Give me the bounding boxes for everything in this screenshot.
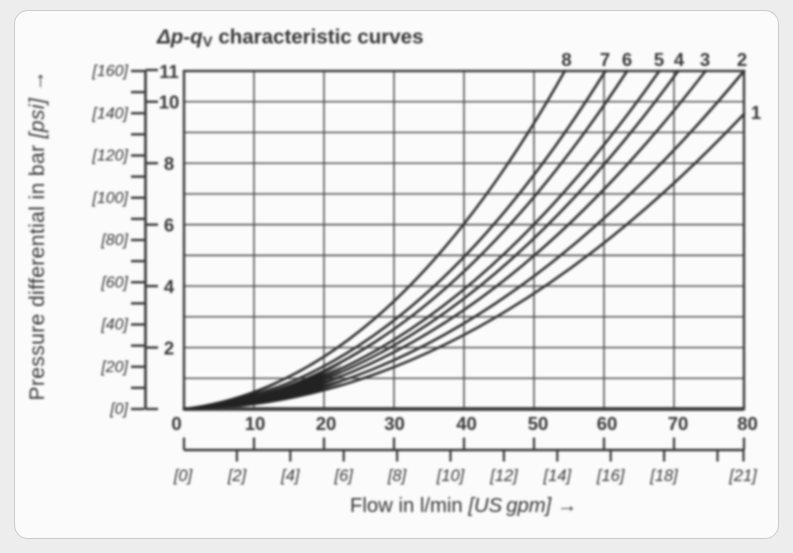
svg-text:Flow in l/min [US gpm] →: Flow in l/min [US gpm] → [350, 495, 577, 517]
svg-text:50: 50 [528, 413, 549, 434]
svg-text:[80]: [80] [100, 232, 128, 249]
svg-text:[120]: [120] [91, 148, 128, 165]
svg-text:[10]: [10] [436, 467, 465, 485]
svg-text:[8]: [8] [387, 467, 407, 485]
svg-text:[20]: [20] [100, 359, 128, 376]
svg-text:[4]: [4] [280, 467, 300, 485]
svg-text:Pressure differential in bar [: Pressure differential in bar [psi] → [26, 70, 49, 400]
svg-text:[0]: [0] [109, 401, 128, 418]
svg-text:[16]: [16] [596, 467, 625, 485]
svg-text:20: 20 [316, 413, 337, 434]
svg-text:4: 4 [164, 276, 175, 297]
svg-text:[100]: [100] [91, 190, 128, 207]
svg-text:[40]: [40] [100, 317, 128, 334]
svg-text:30: 30 [384, 413, 405, 434]
svg-text:1: 1 [751, 102, 761, 123]
svg-text:60: 60 [597, 413, 618, 434]
svg-text:7: 7 [600, 49, 610, 70]
svg-text:5: 5 [654, 49, 664, 70]
svg-text:0: 0 [171, 413, 181, 434]
svg-text:4: 4 [674, 49, 685, 70]
svg-text:[18]: [18] [649, 467, 678, 485]
svg-text:[160]: [160] [91, 63, 128, 80]
svg-text:Δp-qV characteristic curves: Δp-qV characteristic curves [156, 26, 423, 51]
svg-text:[0]: [0] [173, 467, 193, 485]
svg-text:8: 8 [164, 153, 174, 174]
svg-text:10: 10 [245, 413, 266, 434]
svg-text:10: 10 [159, 92, 180, 113]
svg-text:[60]: [60] [100, 274, 128, 291]
svg-text:3: 3 [700, 49, 710, 70]
svg-text:6: 6 [622, 49, 632, 70]
svg-text:[12]: [12] [489, 467, 518, 485]
svg-text:2: 2 [164, 338, 174, 359]
svg-text:6: 6 [164, 215, 174, 236]
svg-text:8: 8 [561, 49, 571, 70]
svg-text:70: 70 [668, 413, 689, 434]
svg-text:[140]: [140] [91, 105, 128, 122]
svg-text:40: 40 [456, 413, 477, 434]
svg-text:[6]: [6] [334, 467, 354, 485]
svg-text:11: 11 [159, 61, 179, 82]
svg-text:[14]: [14] [543, 467, 572, 485]
svg-text:[2]: [2] [227, 467, 247, 485]
svg-text:80: 80 [737, 413, 758, 434]
svg-text:[21]: [21] [728, 467, 757, 485]
svg-text:2: 2 [737, 49, 747, 70]
